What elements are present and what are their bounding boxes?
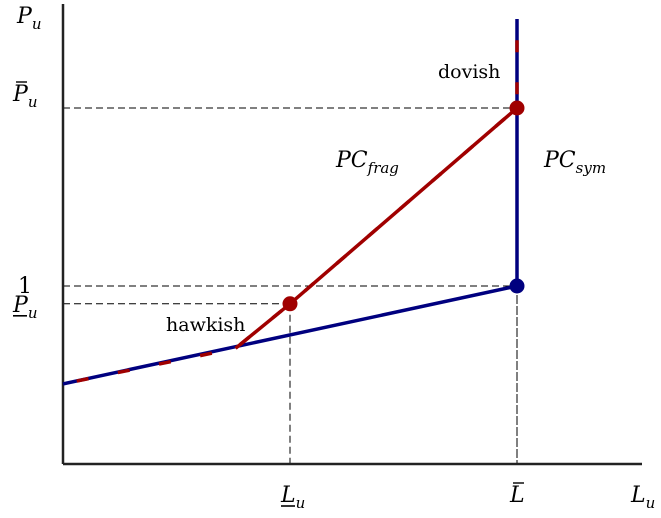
y-tick-label-main: 1 <box>18 274 32 299</box>
y-tick-label: Pu <box>12 293 37 322</box>
y-axis-label: Pu <box>16 4 41 33</box>
series-label-pc-sym-sub: sym <box>576 159 606 177</box>
y-tick-label-main: P <box>12 293 29 318</box>
x-axis-label-sub: u <box>646 494 656 512</box>
y-tick-label-main: P <box>12 82 29 107</box>
guide-lines <box>63 107 518 464</box>
annotation-dovish-main: dovish <box>438 61 500 83</box>
y-tick-label-sub: u <box>28 93 38 111</box>
x-tick-label: Lu <box>280 483 305 512</box>
series-label-pc-sym: PCsym <box>543 148 606 177</box>
y-tick-label-sub: u <box>28 304 38 322</box>
x-tick-label: L <box>509 483 525 508</box>
data-point-hawkish <box>282 296 298 312</box>
points <box>282 100 525 312</box>
axes <box>61 4 642 466</box>
series-line-pc-sym <box>62 19 519 386</box>
series-label-pc-frag-main: PC <box>335 148 368 173</box>
x-tick-label-main: L <box>280 483 296 508</box>
y-axis-label-sub: u <box>32 15 42 33</box>
series-line-pc-frag <box>234 106 519 350</box>
y-axis-label-main: P <box>16 4 33 29</box>
series-label-pc-frag-sub: frag <box>367 159 399 177</box>
x-axis-label-main: L <box>630 483 646 508</box>
x-tick-label-sub: u <box>296 494 306 512</box>
series-label-pc-sym-main: PC <box>543 148 576 173</box>
series-label-pc-frag: PCfrag <box>335 148 399 177</box>
annotation-hawkish: hawkish <box>166 314 245 336</box>
data-point-dovish <box>509 100 525 116</box>
x-axis-label: Lu <box>630 483 655 512</box>
y-tick-label: Pu <box>12 82 37 111</box>
annotation-hawkish-main: hawkish <box>166 314 245 336</box>
data-point-kink <box>509 278 525 294</box>
annotation-dovish: dovish <box>438 61 500 83</box>
x-tick-label-main: L <box>509 483 525 508</box>
y-tick-label: 1 <box>18 274 32 299</box>
